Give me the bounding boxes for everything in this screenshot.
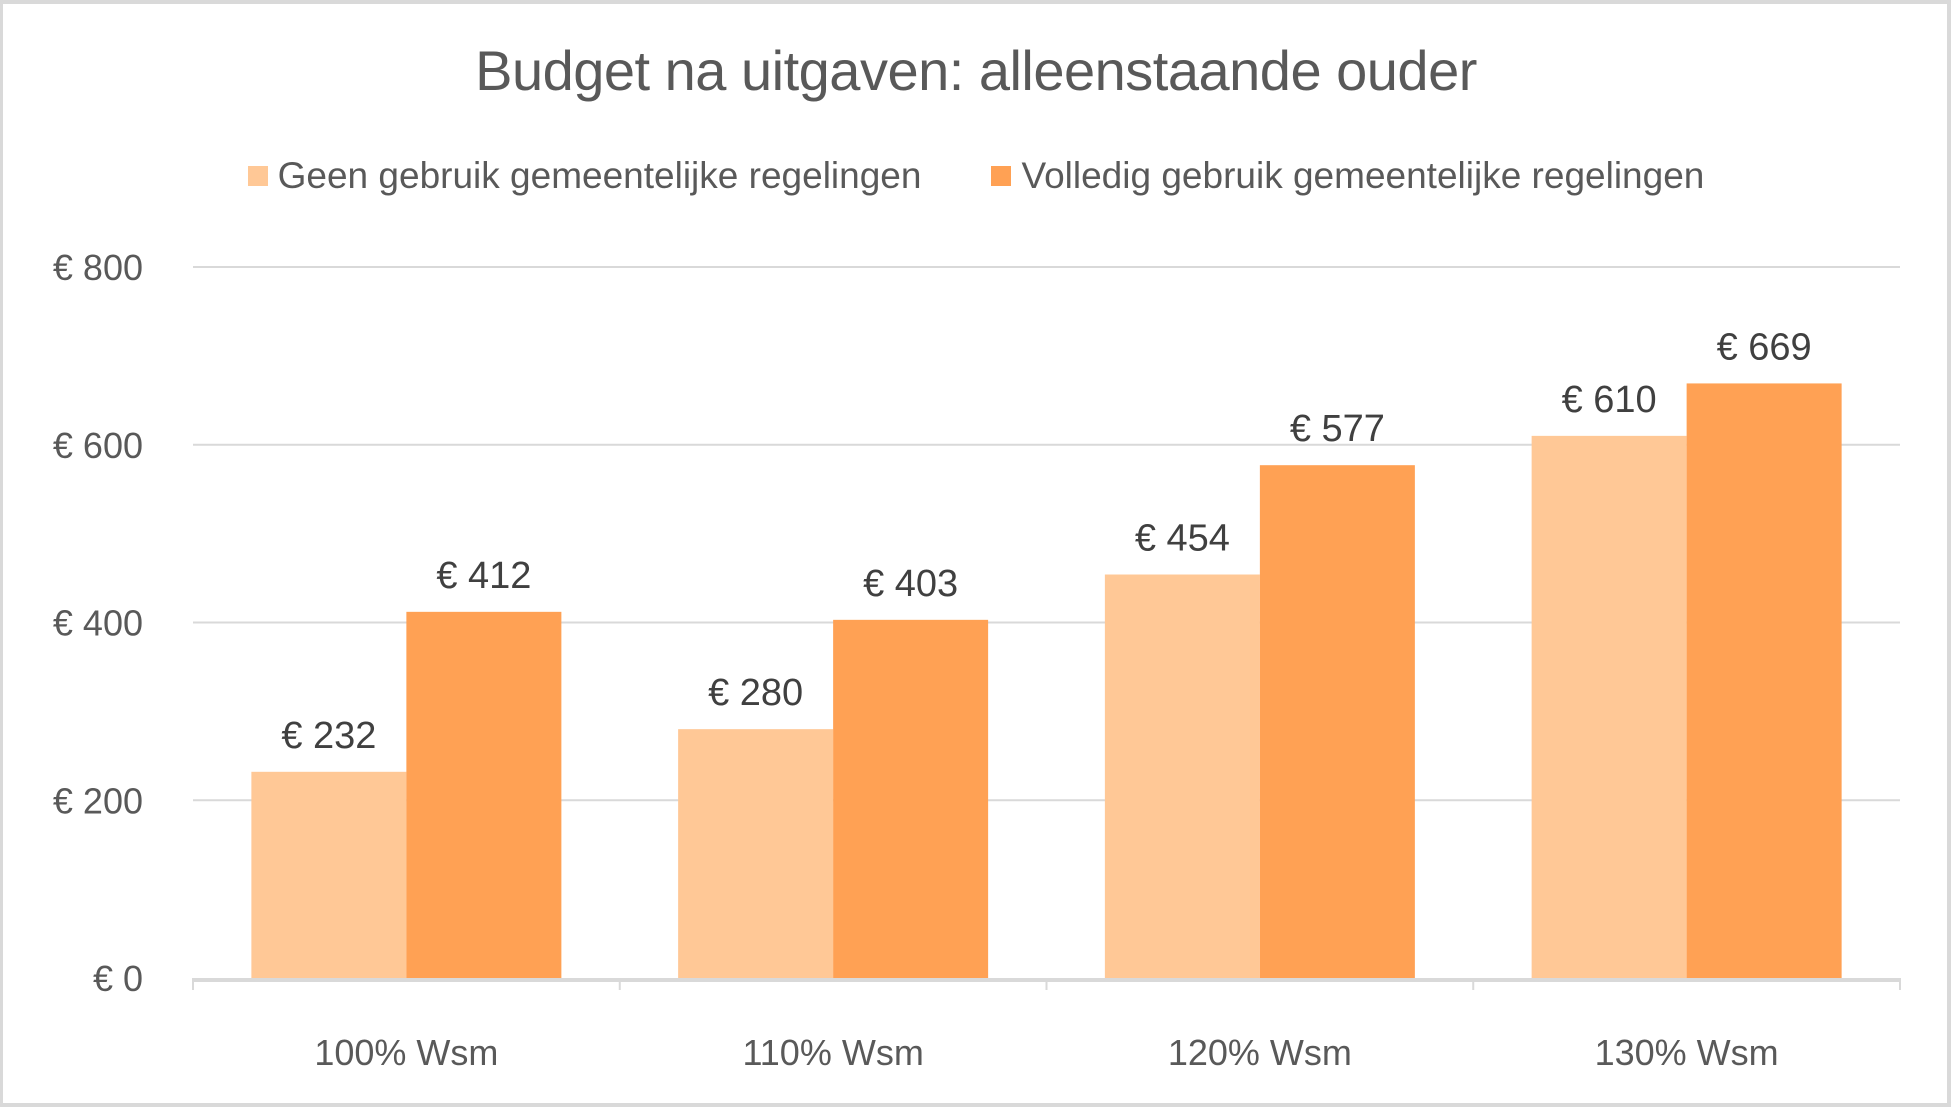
x-tick-label: 120% Wsm: [1168, 1032, 1352, 1073]
data-label: € 412: [436, 555, 531, 597]
chart-title: Budget na uitgaven: alleenstaande ouder: [475, 39, 1477, 102]
data-label: € 577: [1290, 408, 1385, 450]
bar: [1104, 574, 1260, 978]
data-label: € 232: [281, 715, 376, 757]
data-label: € 610: [1562, 379, 1657, 421]
y-tick-label: € 200: [53, 780, 143, 821]
y-tick-label: € 600: [53, 425, 143, 466]
data-label: € 454: [1135, 518, 1230, 560]
y-tick-label: € 400: [53, 603, 143, 644]
bar: [406, 611, 562, 978]
y-tick-label: € 800: [53, 247, 143, 288]
y-tick-label: € 0: [93, 958, 143, 999]
bar: [1686, 383, 1842, 978]
bar: [678, 729, 834, 978]
legend-label-geen: Geen gebruik gemeentelijke regelingen: [277, 155, 922, 196]
legend-swatch-volledig: [991, 166, 1012, 186]
legend: Geen gebruik gemeentelijke regelingen Vo…: [0, 155, 1952, 197]
bar: [1259, 465, 1415, 978]
legend-swatch-geen: [247, 166, 268, 186]
x-tick-label: 110% Wsm: [742, 1032, 923, 1073]
legend-item-volledig: Volledig gebruik gemeentelijke regelinge…: [991, 155, 1704, 197]
data-label: € 403: [863, 563, 958, 605]
data-label: € 280: [708, 672, 803, 714]
bar: [833, 619, 989, 978]
data-label: € 669: [1717, 326, 1812, 368]
legend-label-volledig: Volledig gebruik gemeentelijke regelinge…: [1021, 155, 1705, 196]
x-tick-label: 100% Wsm: [314, 1032, 498, 1073]
bar: [1531, 435, 1687, 978]
bar: [251, 771, 407, 978]
x-tick-label: 130% Wsm: [1595, 1032, 1779, 1073]
legend-item-geen: Geen gebruik gemeentelijke regelingen: [247, 155, 922, 197]
